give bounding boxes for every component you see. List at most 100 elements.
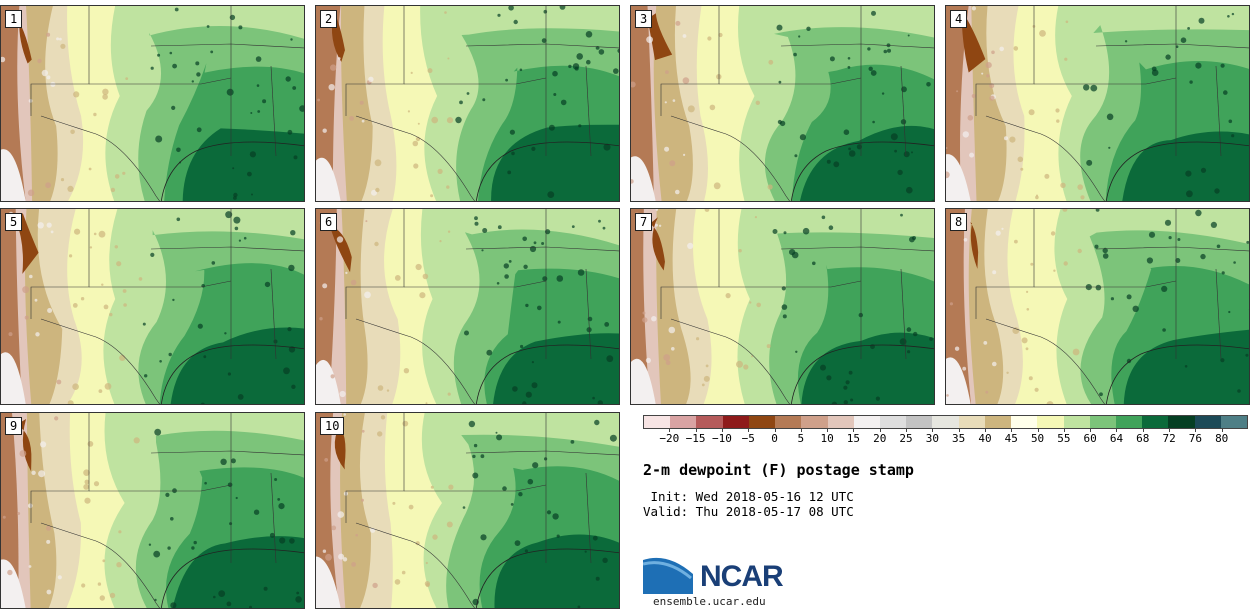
dewpoint-map-field — [946, 6, 1249, 201]
colorbar-swatch — [748, 416, 776, 428]
colorbar-tick-label: 0 — [771, 432, 778, 445]
colorbar-tick-label: 80 — [1215, 432, 1229, 445]
chart-title: 2-m dewpoint (F) postage stamp — [643, 461, 914, 479]
colorbar-tick-label: −10 — [711, 432, 732, 445]
colorbar-tick-mark — [932, 429, 934, 432]
colorbar-tick-label: 55 — [1057, 432, 1071, 445]
ensemble-member-map: 1 — [0, 5, 305, 202]
colorbar-swatch — [879, 416, 907, 428]
colorbar-tick-mark — [906, 429, 908, 432]
colorbar-tick-mark — [1011, 429, 1013, 432]
colorbar-tick-label: 50 — [1030, 432, 1045, 445]
member-number-label: 7 — [635, 213, 653, 231]
colorbar-tick-labels: −20 −15 −10 −5 0 5 10 15 20 25 30 35 40 45 50 55 60 64 68 7… — [643, 429, 1248, 446]
ensemble-member-map: 4 — [945, 5, 1250, 202]
colorbar-swatch — [984, 416, 1012, 428]
colorbar-tick-mark — [984, 429, 986, 432]
member-number-label: 6 — [320, 213, 338, 231]
site-url: ensemble.ucar.edu — [653, 595, 766, 608]
ensemble-member-map: 2 — [315, 5, 620, 202]
colorbar-swatch — [1115, 416, 1143, 428]
colorbar-tick-mark — [1169, 429, 1171, 432]
colorbar-tick-label: 15 — [846, 432, 861, 445]
init-time: Init: Wed 2018-05-16 12 UTC — [643, 489, 854, 504]
member-number-label: 2 — [320, 10, 338, 28]
colorbar-swatch — [958, 416, 985, 428]
member-number-label: 5 — [5, 213, 23, 231]
dewpoint-map-field — [316, 413, 619, 608]
ncar-logo-swoosh — [643, 554, 696, 594]
colorbar-tick-label: −20 — [659, 432, 680, 445]
ncar-logo-text: NCAR — [700, 560, 784, 593]
colorbar-tick-label: 35 — [952, 432, 966, 445]
colorbar-swatch — [827, 416, 854, 428]
colorbar-tick-mark — [721, 429, 723, 432]
dewpoint-map-field — [631, 6, 934, 201]
colorbar-swatch — [696, 416, 723, 428]
dewpoint-map-field — [316, 6, 619, 201]
colorbar-tick-label: 40 — [978, 432, 992, 445]
colorbar-swatch — [644, 416, 671, 428]
colorbar-tick-mark — [1063, 429, 1065, 432]
colorbar-swatch — [932, 416, 959, 428]
ensemble-member-map: 9 — [0, 412, 305, 609]
member-number-label: 10 — [320, 417, 345, 435]
colorbar-tick-mark — [1195, 429, 1197, 432]
dewpoint-map-field — [946, 209, 1249, 404]
member-number-label: 8 — [950, 213, 968, 231]
colorbar-swatch — [1037, 416, 1064, 428]
colorbar-tick-label: −15 — [685, 432, 706, 445]
colorbar-tick-mark — [1116, 429, 1118, 432]
colorbar-tick-label: 60 — [1083, 432, 1097, 445]
colorbar-tick-label: 20 — [873, 432, 887, 445]
colorbar-tick-label: 68 — [1136, 432, 1150, 445]
colorbar-tick-mark — [827, 429, 829, 432]
colorbar-tick-mark — [879, 429, 881, 432]
colorbar-tick-mark — [1090, 429, 1092, 432]
colorbar-tick-mark — [669, 429, 671, 432]
colorbar-tick-label: 64 — [1109, 432, 1124, 445]
ensemble-member-map: 3 — [630, 5, 935, 202]
colorbar-swatch — [670, 416, 697, 428]
colorbar-tick-mark — [800, 429, 802, 432]
colorbar-tick-label: 45 — [1004, 432, 1018, 445]
colorbar-tick-label: −5 — [741, 432, 755, 445]
colorbar-tick-mark — [853, 429, 855, 432]
colorbar-swatch — [722, 416, 749, 428]
colorbar-tick-label: 5 — [797, 432, 805, 445]
colorbar-tick-mark — [1142, 429, 1144, 432]
colorbar-tick-label: 25 — [899, 432, 913, 445]
colorbar-swatch — [853, 416, 880, 428]
colorbar-tick-mark — [1037, 429, 1039, 432]
member-number-label: 3 — [635, 10, 653, 28]
colorbar-swatch — [1089, 416, 1116, 428]
colorbar-tick-mark — [1221, 429, 1223, 432]
colorbar-swatch — [801, 416, 828, 428]
member-number-label: 4 — [950, 10, 968, 28]
dewpoint-map-field — [1, 413, 304, 608]
ensemble-member-map: 6 — [315, 208, 620, 405]
colorbar-swatch — [775, 416, 802, 428]
colorbar-swatch — [906, 416, 933, 428]
ensemble-member-map: 5 — [0, 208, 305, 405]
colorbar-tick-label: 72 — [1162, 432, 1176, 445]
dewpoint-map-field — [1, 209, 304, 404]
valid-time: Valid: Thu 2018-05-17 08 UTC — [643, 504, 854, 519]
colorbar-tick-mark — [695, 429, 697, 432]
colorbar-tick-mark — [774, 429, 776, 432]
colorbar-swatch — [1011, 416, 1038, 428]
dewpoint-map-field — [316, 209, 619, 404]
colorbar-swatch — [1063, 416, 1090, 428]
colorbar-swatch — [1220, 416, 1248, 428]
colorbar-swatch — [1168, 416, 1195, 428]
member-number-label: 9 — [5, 417, 23, 435]
colorbar-tick-label: 76 — [1188, 432, 1203, 445]
member-number-label: 1 — [5, 10, 23, 28]
colorbar-swatch — [1142, 416, 1169, 428]
colorbar-swatch — [1194, 416, 1221, 428]
colorbar-tick-label: 10 — [820, 432, 834, 445]
ensemble-member-map: 7 — [630, 208, 935, 405]
ensemble-member-map: 10 — [315, 412, 620, 609]
dewpoint-colorbar — [643, 415, 1248, 429]
colorbar-tick-mark — [748, 429, 750, 432]
